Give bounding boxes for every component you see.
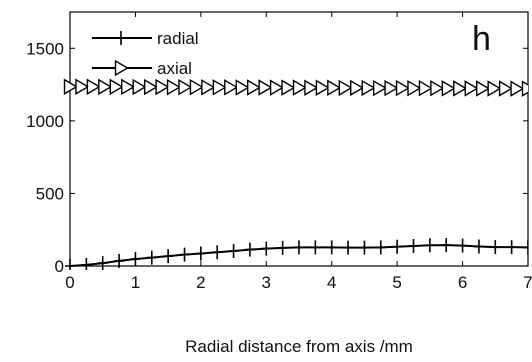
point-radial — [114, 253, 125, 268]
point-radial — [130, 252, 141, 267]
point-radial — [490, 240, 501, 255]
point-axial — [476, 80, 491, 97]
point-radial — [441, 238, 452, 253]
point-axial — [498, 80, 513, 97]
point-axial — [418, 79, 433, 97]
point-radial — [343, 240, 354, 255]
x-tick-label: 6 — [458, 273, 467, 292]
legend-marker-axial — [114, 59, 129, 77]
point-radial — [97, 256, 108, 270]
point-radial — [392, 239, 403, 254]
point-radial — [310, 240, 321, 255]
point-axial — [224, 79, 239, 96]
legend-label-axial: axial — [157, 59, 192, 78]
point-axial — [327, 79, 342, 96]
point-axial — [281, 79, 296, 96]
point-radial — [261, 241, 272, 256]
point-axial — [189, 78, 204, 96]
point-axial — [395, 79, 410, 97]
x-tick-label: 0 — [65, 273, 74, 292]
point-axial — [361, 79, 376, 97]
point-radial — [195, 246, 206, 261]
legend: radial axial — [92, 29, 199, 78]
point-radial — [212, 245, 223, 260]
point-axial — [109, 78, 124, 96]
point-axial — [166, 78, 181, 96]
point-axial — [384, 79, 399, 97]
point-axial — [121, 78, 136, 96]
point-axial — [75, 78, 90, 95]
point-axial — [441, 80, 456, 97]
point-axial — [338, 79, 353, 97]
point-radial — [506, 240, 517, 255]
point-axial — [132, 78, 147, 96]
x-tick-label: 2 — [196, 273, 205, 292]
point-radial — [146, 250, 157, 265]
point-axial — [269, 79, 284, 96]
point-axial — [212, 79, 227, 96]
legend-marker-shape — [114, 59, 129, 77]
x-tick-label: 5 — [392, 273, 401, 292]
point-radial — [163, 249, 174, 264]
series-layer — [63, 78, 528, 270]
y-tick-label: 1500 — [26, 39, 64, 58]
point-radial — [228, 244, 239, 259]
y-tick-label: 0 — [55, 257, 64, 276]
point-axial — [453, 80, 468, 97]
point-radial — [294, 240, 304, 255]
point-axial — [86, 78, 101, 95]
point-axial — [521, 80, 528, 97]
x-tick-label: 3 — [262, 273, 271, 292]
plot-area-frame — [69, 11, 529, 267]
point-axial — [304, 79, 319, 96]
x-tick-label: 4 — [327, 273, 336, 292]
point-radial — [375, 240, 386, 255]
point-axial — [315, 79, 330, 96]
point-axial — [246, 79, 262, 96]
point-radial — [408, 238, 419, 253]
x-tick-label: 1 — [131, 273, 140, 292]
legend-marker-radial — [116, 31, 126, 45]
panel-label: h — [472, 20, 491, 58]
point-radial — [473, 239, 484, 254]
point-axial — [178, 78, 193, 96]
y-tick-label: 500 — [36, 184, 64, 203]
legend-label-radial: radial — [157, 29, 199, 48]
point-radial — [326, 240, 337, 255]
point-radial — [244, 242, 255, 257]
point-axial — [143, 78, 159, 96]
legend-marker-shape — [116, 31, 126, 45]
point-radial — [359, 240, 370, 255]
point-axial — [258, 79, 273, 96]
point-axial — [155, 78, 170, 96]
point-axial — [63, 78, 78, 95]
x-axis-label: Radial distance from axis /mm — [185, 337, 413, 356]
point-axial — [510, 80, 525, 97]
point-radial — [424, 238, 435, 253]
point-axial — [487, 80, 502, 97]
point-axial — [407, 79, 422, 97]
point-axial — [235, 79, 250, 96]
point-axial — [350, 79, 365, 97]
x-tick-label: 7 — [523, 273, 532, 292]
series-radial — [65, 238, 528, 270]
point-radial — [81, 257, 92, 270]
series-axial — [63, 78, 528, 97]
point-axial — [201, 79, 216, 96]
point-axial — [372, 79, 388, 97]
y-tick-label: 1000 — [26, 112, 64, 131]
point-axial — [464, 80, 479, 97]
point-axial — [292, 79, 307, 96]
point-radial — [179, 247, 190, 262]
axis-ticks: 0 1 2 3 4 5 6 7 0 500 1000 1500 — [26, 12, 532, 292]
point-axial — [98, 78, 113, 96]
point-radial — [523, 240, 528, 255]
point-radial — [457, 238, 468, 253]
point-axial — [430, 79, 445, 97]
point-radial — [277, 240, 288, 255]
point-radial — [65, 259, 75, 270]
